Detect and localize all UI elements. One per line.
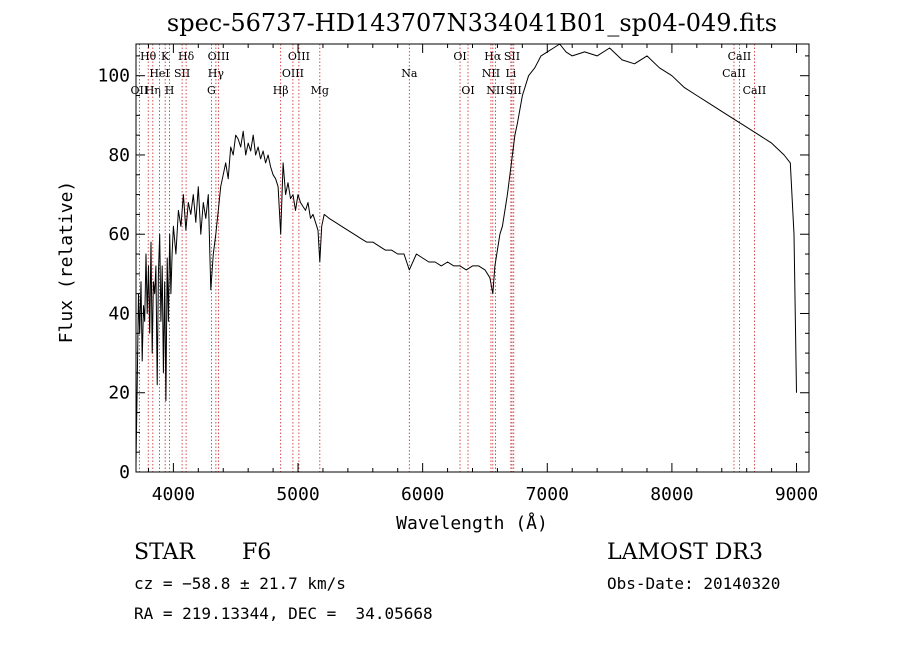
- redshift-velocity: cz = −58.8 ± 21.7 km/s: [134, 574, 346, 593]
- y-axis: 0 20 40 60 80 100: [97, 55, 809, 483]
- marker-label: Hη: [145, 84, 161, 97]
- spectral-subclass: F6: [242, 540, 272, 565]
- marker-label: Li: [505, 67, 516, 80]
- marker-label: OIII: [282, 67, 304, 80]
- object-class: STAR: [134, 540, 195, 565]
- marker-label: CaII: [743, 84, 767, 97]
- marker-label: OIII: [288, 50, 310, 63]
- y-tick-label: 80: [108, 145, 130, 166]
- flux-series-line: [135, 43, 797, 465]
- marker-label: SII: [174, 67, 190, 80]
- spectrum-chart: spec-56737-HD143707N334041B01_sp04-049.f…: [56, 9, 818, 534]
- marker-label: Hθ: [140, 50, 157, 63]
- survey-release: LAMOST DR3: [607, 540, 763, 565]
- marker-label: SII: [506, 84, 522, 97]
- marker-label: CaII: [728, 50, 752, 63]
- y-tick-label: 0: [119, 462, 130, 483]
- marker-label: Mg: [311, 84, 329, 97]
- marker-label: Na: [401, 67, 418, 80]
- marker-label: OII: [131, 84, 149, 97]
- marker-label: OI: [461, 84, 474, 97]
- marker-label: OI: [453, 50, 466, 63]
- marker-label: Hβ: [273, 84, 289, 97]
- x-tick-label: 9000: [775, 484, 818, 505]
- marker-label: OIII: [208, 50, 230, 63]
- marker-label: H: [165, 84, 175, 97]
- y-tick-label: 60: [108, 224, 130, 245]
- marker-label: CaII: [722, 67, 746, 80]
- x-axis-label: Wavelength (Å): [396, 512, 548, 534]
- marker-label: G: [207, 84, 216, 97]
- observation-date: Obs-Date: 20140320: [607, 574, 781, 593]
- x-tick-label: 8000: [650, 484, 693, 505]
- y-tick-label: 20: [108, 383, 130, 404]
- marker-label: NII: [486, 84, 504, 97]
- marker-label: HeI: [149, 67, 169, 80]
- chart-title: spec-56737-HD143707N334041B01_sp04-049.f…: [167, 9, 777, 37]
- marker-label: SII: [504, 50, 520, 63]
- x-axis: 4000 5000 6000 7000 8000 9000: [147, 44, 818, 505]
- marker-label: Hα: [484, 50, 502, 63]
- marker-label: Hδ: [178, 50, 195, 63]
- x-tick-label: 4000: [152, 484, 195, 505]
- marker-label: Hγ: [208, 67, 225, 80]
- series-layer: [135, 43, 797, 465]
- y-tick-label: 40: [108, 303, 130, 324]
- x-tick-label: 5000: [276, 484, 319, 505]
- x-tick-label: 6000: [401, 484, 444, 505]
- coordinates: RA = 219.13344, DEC = 34.05668: [134, 604, 433, 623]
- marker-label: NII: [482, 67, 500, 80]
- plot-frame: [135, 43, 810, 473]
- marker-label: K: [161, 50, 170, 63]
- y-tick-label: 100: [97, 66, 130, 87]
- x-tick-label: 7000: [526, 484, 569, 505]
- y-axis-label: Flux (relative): [56, 181, 77, 344]
